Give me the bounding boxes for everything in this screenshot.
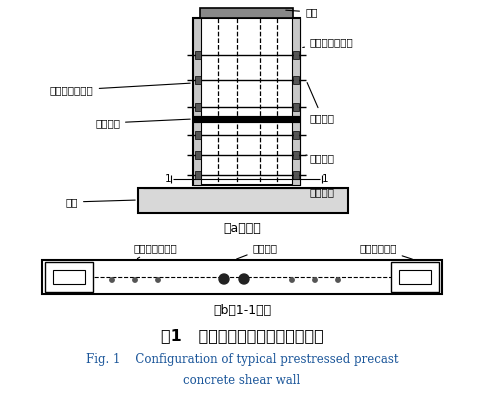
Bar xyxy=(195,131,201,139)
Text: 1: 1 xyxy=(165,174,171,184)
Circle shape xyxy=(239,274,249,284)
Bar xyxy=(195,76,201,84)
Bar xyxy=(293,131,299,139)
Text: 耗能钢筋: 耗能钢筋 xyxy=(306,153,335,163)
Circle shape xyxy=(156,278,160,282)
Bar xyxy=(195,151,201,159)
Circle shape xyxy=(133,278,137,282)
Bar xyxy=(45,262,93,292)
Bar xyxy=(53,270,85,284)
Bar xyxy=(193,18,201,185)
Bar xyxy=(293,171,299,179)
Bar xyxy=(292,18,300,185)
Text: 连接钢筋: 连接钢筋 xyxy=(307,82,335,123)
Bar xyxy=(293,76,299,84)
Circle shape xyxy=(290,278,294,282)
Bar xyxy=(293,51,299,59)
Text: 底部接缝: 底部接缝 xyxy=(310,187,338,197)
Bar xyxy=(200,8,293,18)
Bar xyxy=(195,103,201,111)
Text: 边缘约束构件: 边缘约束构件 xyxy=(359,243,412,259)
Bar xyxy=(293,103,299,111)
Text: 1: 1 xyxy=(322,174,329,184)
Text: 锚具: 锚具 xyxy=(286,7,318,17)
Text: 上部接缝: 上部接缝 xyxy=(95,118,190,128)
Bar xyxy=(138,188,348,213)
Circle shape xyxy=(219,274,229,284)
Bar xyxy=(42,260,442,294)
Text: 预制混凝土墙板: 预制混凝土墙板 xyxy=(302,37,354,48)
Bar xyxy=(193,18,300,185)
Text: concrete shear wall: concrete shear wall xyxy=(183,374,301,387)
Bar xyxy=(399,270,431,284)
Text: （b）1-1剖面: （b）1-1剖面 xyxy=(213,303,271,316)
Text: Fig. 1    Configuration of typical prestressed precast: Fig. 1 Configuration of typical prestres… xyxy=(86,354,398,366)
Bar xyxy=(195,51,201,59)
Bar xyxy=(293,151,299,159)
Text: 基础: 基础 xyxy=(65,197,135,207)
Circle shape xyxy=(313,278,317,282)
Bar xyxy=(195,171,201,179)
Text: 无黏结预应力筋: 无黏结预应力筋 xyxy=(133,243,177,259)
Circle shape xyxy=(110,278,114,282)
Text: 无黏结预应力筋: 无黏结预应力筋 xyxy=(50,83,190,95)
Text: （a）立面: （a）立面 xyxy=(223,221,261,234)
Text: 图1   典型的预应力预制剪力墙构造: 图1 典型的预应力预制剪力墙构造 xyxy=(161,328,323,343)
Circle shape xyxy=(336,278,340,282)
Bar xyxy=(391,262,439,292)
Text: 耗能钢筋: 耗能钢筋 xyxy=(237,243,277,259)
